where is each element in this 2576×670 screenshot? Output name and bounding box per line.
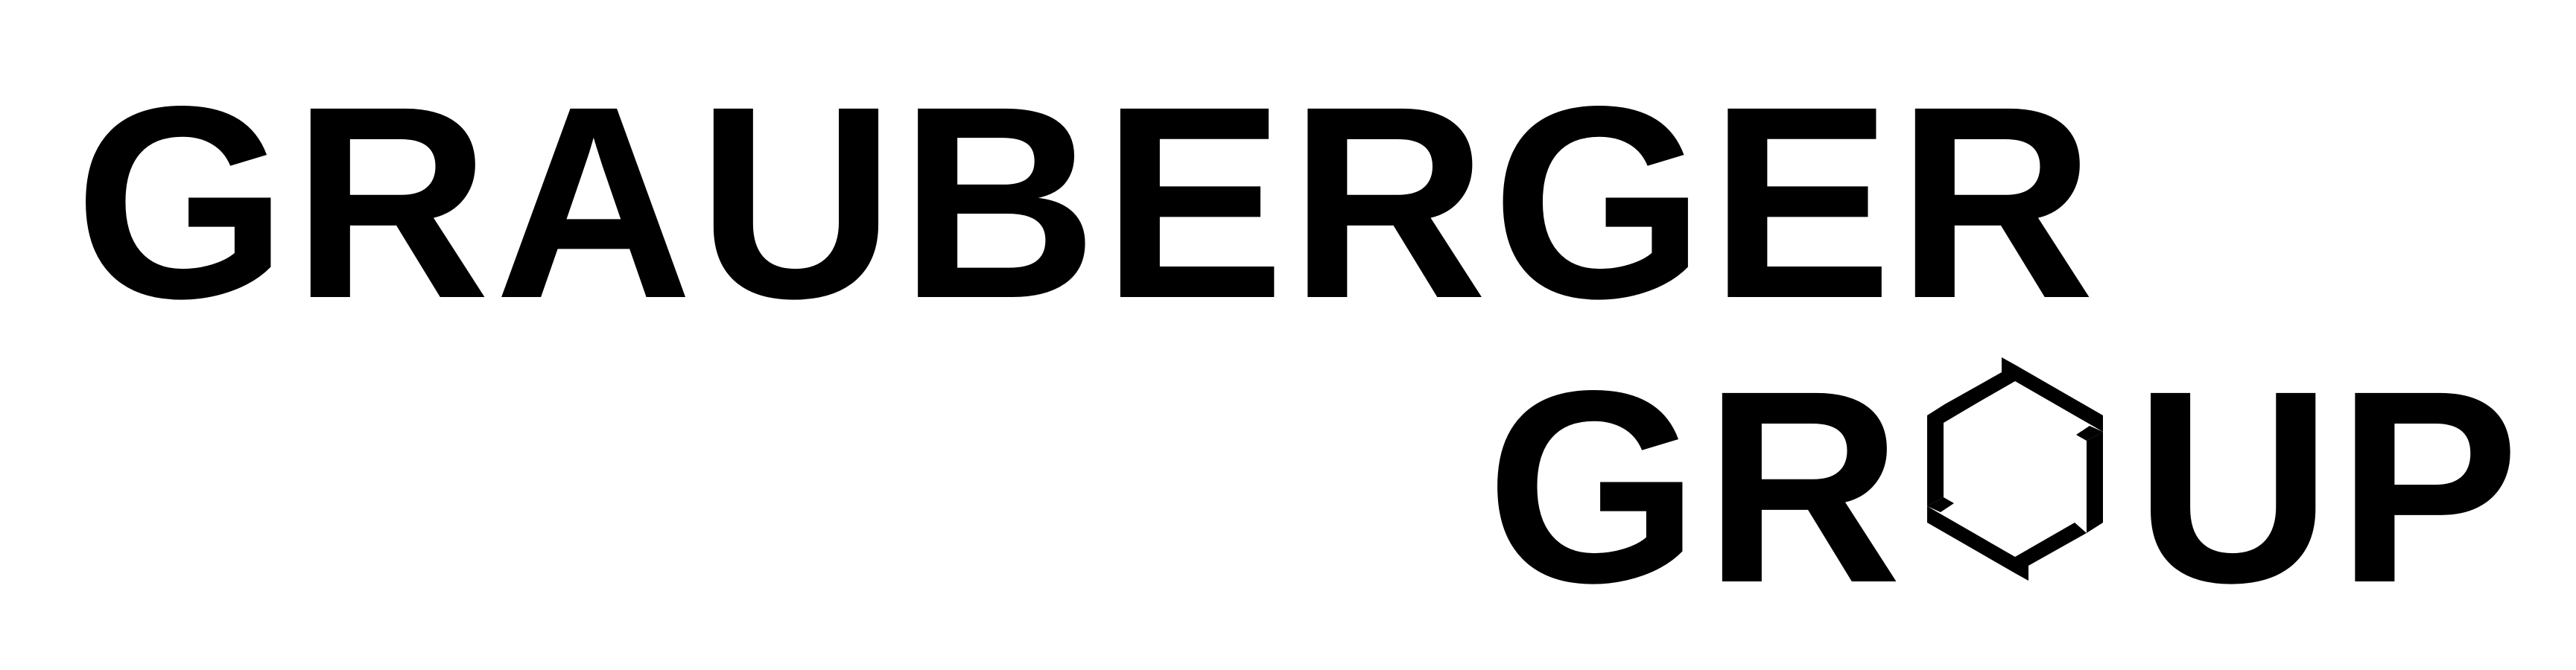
logo-word-group-prefix: GR — [1486, 334, 1906, 639]
hexagon-arrows-icon — [1927, 357, 2103, 581]
logo-word-grauberger: GRAUBERGER — [74, 49, 2099, 355]
logo-word-group-suffix: UP — [2134, 334, 2525, 639]
